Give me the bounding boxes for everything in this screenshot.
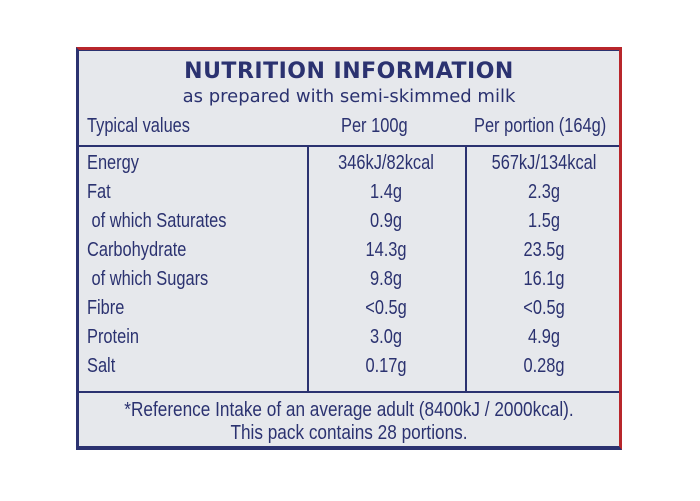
row-label: Protein xyxy=(87,326,139,348)
table-row-fibre: Fibre <0.5g <0.5g xyxy=(79,294,619,323)
row-per-portion: 23.5g xyxy=(523,239,565,261)
row-per-portion: 1.5g xyxy=(528,210,560,232)
label-subtitle: as prepared with semi-skimmed milk xyxy=(182,86,516,107)
header-per-portion: Per portion (164g) xyxy=(474,115,607,137)
table-row-sugars: of which Sugars 9.8g 16.1g xyxy=(79,265,619,294)
row-per-100g: 3.0g xyxy=(370,326,402,348)
row-per-100g: 0.17g xyxy=(365,355,407,377)
column-divider-1 xyxy=(307,147,309,391)
column-divider-2 xyxy=(465,147,467,391)
header-typical-values: Typical values xyxy=(87,115,191,137)
row-per-100g: 0.9g xyxy=(370,210,402,232)
table-row-protein: Protein 3.0g 4.9g xyxy=(79,323,619,352)
row-per-portion: 4.9g xyxy=(528,326,560,348)
row-per-portion: 0.28g xyxy=(523,355,565,377)
table-row-salt: Salt 0.17g 0.28g xyxy=(79,352,619,381)
table-row-fat: Fat 1.4g 2.3g xyxy=(79,178,619,207)
row-per-100g: <0.5g xyxy=(365,297,407,319)
row-label: Fat xyxy=(87,181,111,203)
row-label: Carbohydrate xyxy=(87,239,187,261)
row-per-portion: 16.1g xyxy=(523,268,565,290)
header-divider xyxy=(79,145,619,147)
footnote: *Reference Intake of an average adult (8… xyxy=(79,399,619,445)
row-per-portion: <0.5g xyxy=(523,297,565,319)
footnote-pack-portions: This pack contains 28 portions. xyxy=(230,422,468,444)
nutrition-label: NUTRITION INFORMATION as prepared with s… xyxy=(76,47,622,450)
row-per-100g: 14.3g xyxy=(365,239,407,261)
header-per-100g: Per 100g xyxy=(341,115,408,137)
row-per-100g: 1.4g xyxy=(370,181,402,203)
table-row-carbohydrate: Carbohydrate 14.3g 23.5g xyxy=(79,236,619,265)
footer-divider xyxy=(79,391,619,393)
table-row-saturates: of which Saturates 0.9g 1.5g xyxy=(79,207,619,236)
row-per-portion: 567kJ/134kcal xyxy=(491,152,597,174)
row-label: Fibre xyxy=(87,297,125,319)
label-frame: NUTRITION INFORMATION as prepared with s… xyxy=(79,50,619,446)
row-label: Salt xyxy=(87,355,116,377)
row-label: of which Sugars xyxy=(87,268,209,290)
row-label: of which Saturates xyxy=(87,210,227,232)
table-row-energy: Energy 346kJ/82kcal 567kJ/134kcal xyxy=(79,149,619,178)
row-per-portion: 2.3g xyxy=(528,181,560,203)
row-per-100g: 9.8g xyxy=(370,268,402,290)
label-title: NUTRITION INFORMATION xyxy=(184,59,514,84)
footnote-reference-intake: *Reference Intake of an average adult (8… xyxy=(124,399,574,421)
row-label: Energy xyxy=(87,152,139,174)
row-per-100g: 346kJ/82kcal xyxy=(338,152,434,174)
nutrient-rows: Energy 346kJ/82kcal 567kJ/134kcal Fat 1.… xyxy=(79,149,619,381)
